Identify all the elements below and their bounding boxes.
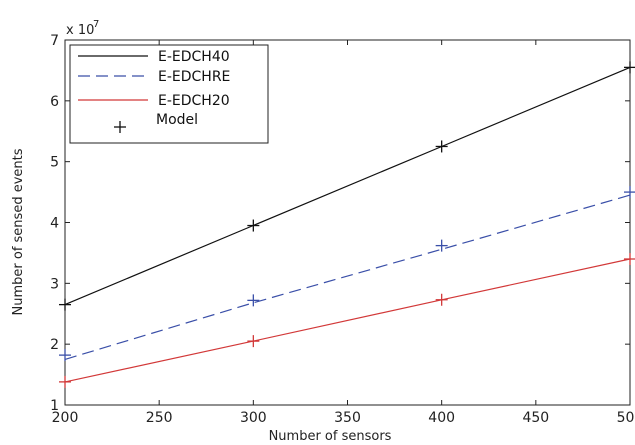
model-marker xyxy=(624,253,635,265)
legend-swatch-model xyxy=(114,121,126,133)
y-tick-label: 2 xyxy=(50,337,59,353)
model-marker xyxy=(59,298,71,311)
x-tick-label: 250 xyxy=(146,410,173,426)
model-marker xyxy=(247,294,260,307)
model-marker xyxy=(59,349,71,362)
legend-label: E-EDCHRE xyxy=(158,69,230,85)
model-marker xyxy=(435,140,448,153)
series-layer xyxy=(64,66,631,383)
x-tick-label: 400 xyxy=(428,410,455,426)
legend-box xyxy=(69,44,269,144)
y-multiplier-exponent: 7 xyxy=(93,19,99,30)
model-markers xyxy=(59,61,635,388)
legend-label: E-EDCH40 xyxy=(158,49,230,65)
y-tick-label: 7 xyxy=(50,33,59,49)
model-marker xyxy=(247,335,260,348)
model-marker xyxy=(624,61,635,74)
x-tick-label: 200 xyxy=(52,410,79,426)
y-axis: 1 2 3 4 5 6 7 xyxy=(50,33,630,414)
y-tick-label: 5 xyxy=(50,155,59,171)
series-line-e-edch40 xyxy=(64,66,631,306)
x-axis-label: Number of sensors xyxy=(269,429,392,444)
series-line-e-edch20 xyxy=(64,258,631,383)
x-tick-label: 300 xyxy=(240,410,267,426)
legend-label: E-EDCH20 xyxy=(158,93,230,109)
y-axis-label: Number of sensed events xyxy=(11,148,26,315)
x-tick-label: 450 xyxy=(522,410,549,426)
x-axis: 200 250 300 350 400 450 500 xyxy=(52,40,635,426)
series-line-e-edchre xyxy=(64,194,631,360)
y-tick-label: 6 xyxy=(50,94,59,110)
x-tick-label: 500 xyxy=(617,410,635,426)
x-tick-label: 350 xyxy=(334,410,361,426)
y-axis-multiplier: x 10 7 xyxy=(66,19,99,38)
model-marker xyxy=(435,293,448,306)
model-marker xyxy=(59,375,71,388)
model-marker xyxy=(435,239,448,252)
y-tick-label: 3 xyxy=(50,276,59,292)
legend-label: Model xyxy=(156,112,198,128)
y-tick-label: 1 xyxy=(50,398,59,414)
model-marker xyxy=(247,219,260,232)
legend: E-EDCH40 E-EDCHRE E-EDCH20 Model xyxy=(69,44,269,144)
model-marker xyxy=(624,186,635,199)
y-tick-label: 4 xyxy=(50,216,59,232)
y-multiplier-base: x 10 xyxy=(66,23,94,38)
